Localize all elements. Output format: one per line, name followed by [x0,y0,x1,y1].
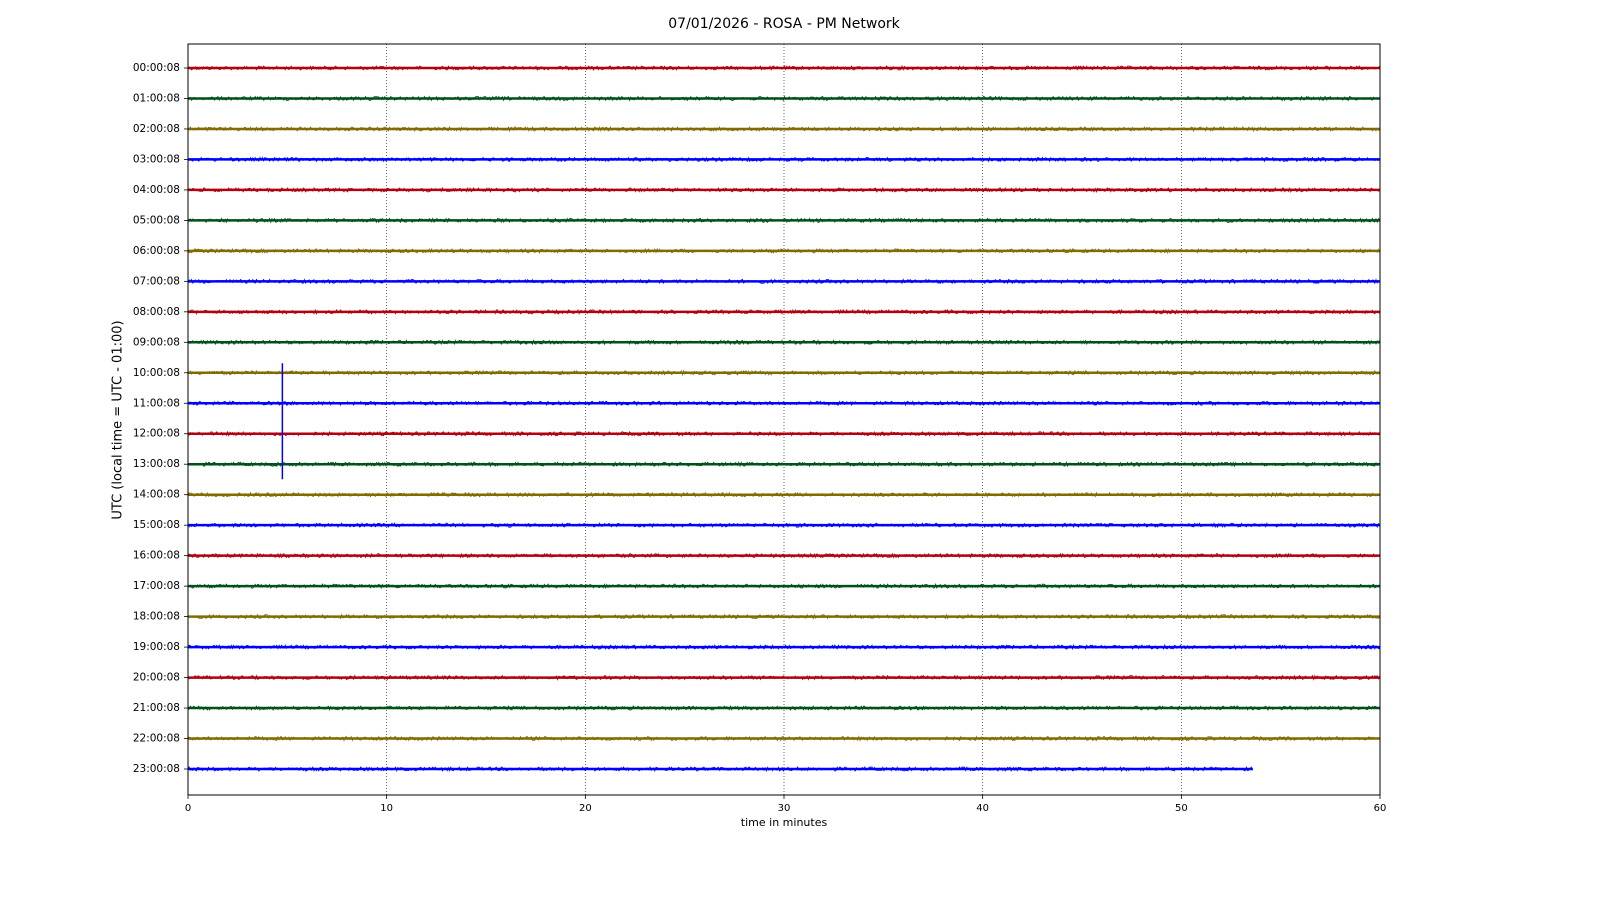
trace-noise [187,522,1380,529]
trace-noise [187,369,1380,377]
x-tick-label: 0 [185,803,191,814]
x-tick-label: 40 [976,803,989,814]
chart-title: 07/01/2026 - ROSA - PM Network [668,16,900,32]
y-axis-label: UTC (local time = UTC - 01:00) [111,320,126,519]
trace-noise [187,308,1380,315]
trace-noise [187,400,1380,407]
y-tick-label: 23:00:08 [133,763,180,775]
trace-noise [187,613,1380,620]
y-tick-label: 13:00:08 [133,458,180,470]
trace-noise [187,430,1380,437]
trace-noise [187,338,1380,346]
y-tick-label: 22:00:08 [133,733,180,745]
trace-noise [187,735,1380,742]
y-tick-label: 17:00:08 [133,580,180,592]
trace-noise [187,765,1253,773]
x-tick-label: 60 [1374,803,1387,814]
y-tick-label: 20:00:08 [133,672,180,684]
x-tick-label: 20 [579,803,592,814]
trace-noise [187,64,1380,72]
x-tick-label: 30 [778,803,791,814]
y-tick-label: 12:00:08 [133,428,180,440]
trace-noise [187,217,1380,224]
trace-noise [187,247,1380,255]
y-tick-label: 00:00:08 [133,62,180,74]
y-tick-label: 03:00:08 [133,153,180,165]
trace-noise [187,704,1380,712]
trace-noise [187,461,1380,468]
trace-noise [187,156,1380,163]
x-tick-label: 50 [1175,803,1188,814]
y-tick-label: 10:00:08 [133,367,180,379]
y-tick-label: 07:00:08 [133,275,180,287]
y-tick-label: 09:00:08 [133,336,180,348]
y-tick-label: 04:00:08 [133,184,180,196]
y-tick-label: 18:00:08 [133,611,180,623]
y-tick-label: 14:00:08 [133,489,180,501]
trace-noise [187,186,1380,194]
y-tick-label: 16:00:08 [133,550,180,562]
x-axis-label: time in minutes [741,816,828,829]
y-tick-label: 21:00:08 [133,702,180,714]
trace-noise [187,582,1380,590]
trace-noise [187,643,1380,651]
plot-area [187,44,1380,795]
x-tick-label: 10 [380,803,393,814]
y-tick-label: 08:00:08 [133,306,180,318]
y-tick-label: 01:00:08 [133,92,180,104]
trace-noise [187,95,1380,102]
y-tick-label: 15:00:08 [133,519,180,531]
y-tick-label: 02:00:08 [133,123,180,135]
y-tick-label: 05:00:08 [133,214,180,226]
trace-noise [187,674,1380,681]
y-tick-label: 11:00:08 [133,397,180,409]
y-tick-label: 19:00:08 [133,641,180,653]
y-tick-label: 06:00:08 [133,245,180,257]
trace-noise [187,125,1380,133]
trace-noise [187,491,1380,498]
trace-noise [187,552,1380,559]
trace-noise [187,278,1380,285]
